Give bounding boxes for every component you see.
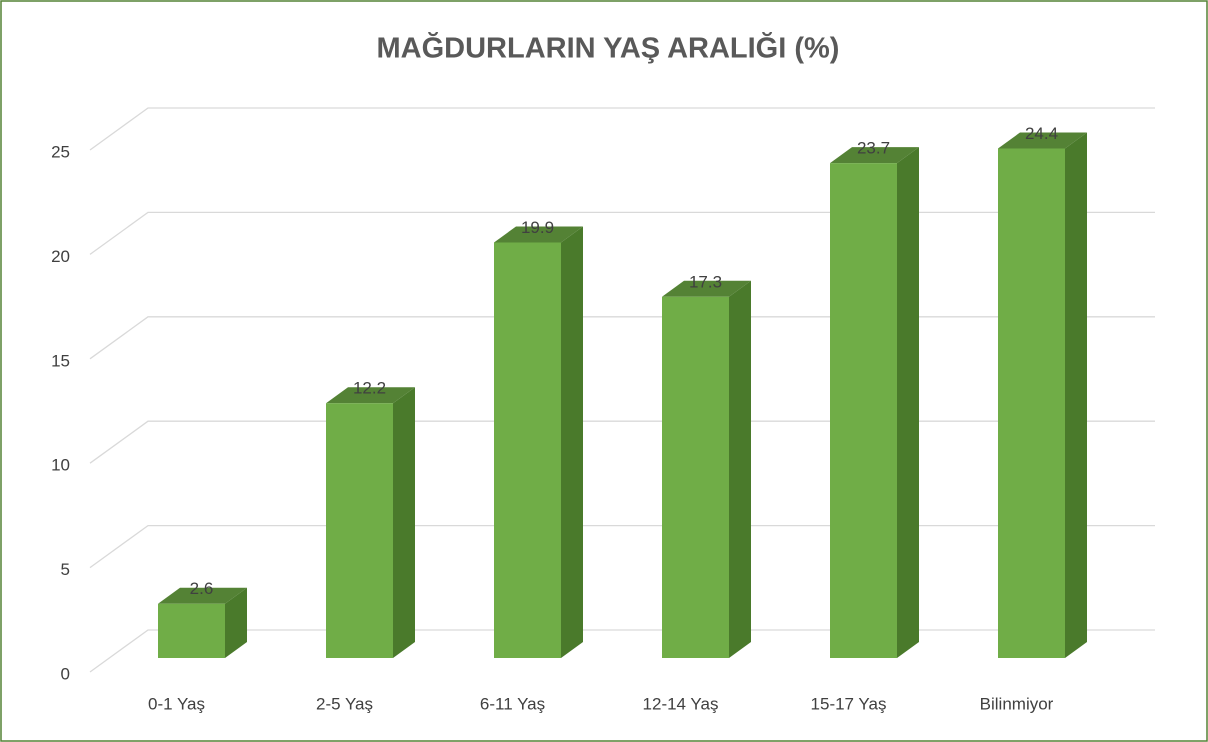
grid-line (89, 420, 1155, 464)
x-tick-label: 12-14 Yaş (643, 694, 719, 713)
bar-top (494, 226, 583, 243)
bar-side (225, 587, 247, 658)
bar (830, 147, 919, 659)
bar-front (158, 603, 225, 658)
value-label: 17.3 (689, 272, 722, 291)
y-tick-label: 10 (51, 456, 70, 475)
bar-side (561, 226, 583, 658)
grid-line (89, 211, 1155, 255)
x-tick-label: Bilinmiyor (980, 694, 1054, 713)
bar (998, 132, 1087, 658)
bar-top (662, 280, 751, 297)
y-tick-label: 0 (61, 664, 70, 683)
bar-top (326, 387, 415, 404)
value-label: 2.6 (190, 579, 214, 598)
bar-side (897, 147, 919, 659)
grid-line (89, 524, 1155, 569)
value-label: 24.4 (1025, 124, 1058, 143)
value-label: 12.2 (353, 379, 386, 398)
bar (662, 280, 751, 658)
bar-top (158, 587, 247, 604)
x-tick-label: 15-17 Yaş (811, 694, 887, 713)
chart-title: MAĞDURLARIN YAŞ ARALIĞI (%) (377, 31, 840, 65)
bar-front (326, 403, 393, 658)
x-tick-label: 6-11 Yaş (480, 694, 545, 713)
x-tick-label: 2-5 Yaş (316, 694, 373, 713)
bar (158, 587, 247, 658)
bar-front (998, 148, 1065, 658)
grid-line (89, 629, 1155, 673)
y-tick-label: 5 (61, 560, 70, 579)
bar-top (998, 132, 1087, 149)
bar (494, 226, 583, 658)
bar-front (662, 296, 729, 658)
grid-line (89, 316, 1155, 360)
value-label: 23.7 (857, 139, 890, 158)
bar-side (393, 387, 415, 658)
y-tick-label: 15 (51, 351, 70, 370)
bar-front (494, 242, 561, 658)
y-tick-label: 25 (51, 142, 70, 161)
grid-line (89, 107, 1155, 151)
bar-front (830, 163, 897, 659)
bar (326, 387, 415, 658)
y-tick-label: 20 (51, 247, 70, 266)
bar-top (830, 147, 919, 164)
bar-side (729, 280, 751, 658)
value-label: 19.9 (521, 218, 554, 237)
bar-side (1065, 132, 1087, 658)
x-tick-label: 0-1 Yaş (148, 694, 205, 713)
